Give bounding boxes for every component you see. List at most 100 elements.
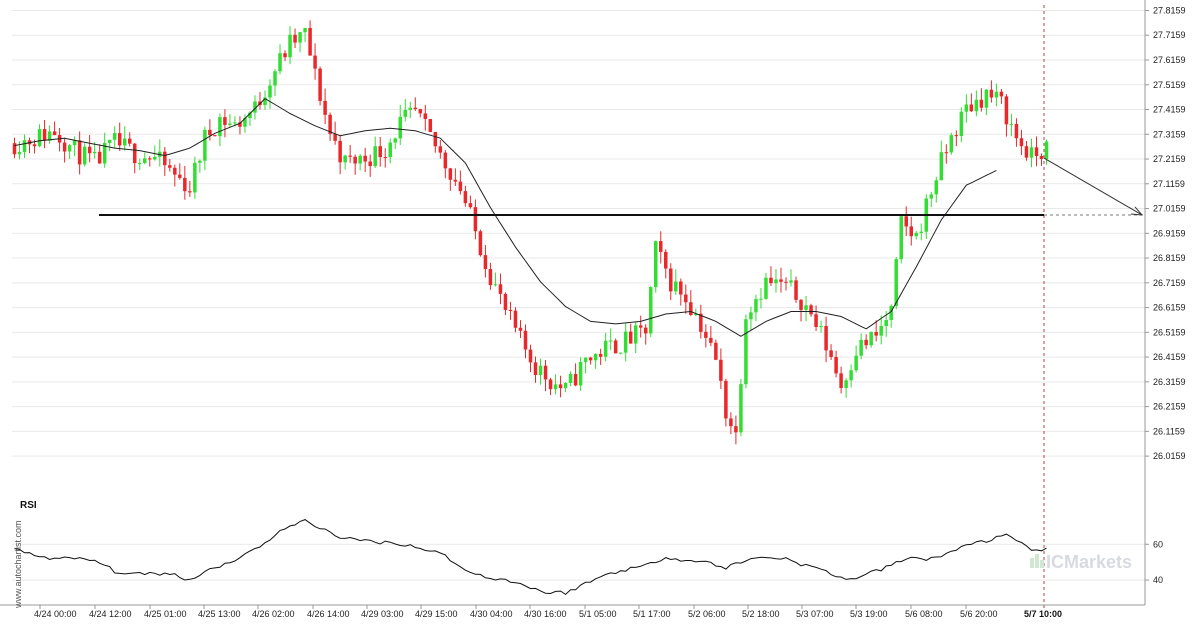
candle-down [834, 356, 838, 374]
time-tick-label: 4/26 02:00 [252, 609, 295, 619]
candle-up [623, 331, 628, 353]
candle-up [243, 118, 247, 127]
candle-down [77, 140, 82, 165]
candle-down [989, 89, 994, 98]
price-tick-label: 26.0159 [1153, 451, 1186, 461]
rsi-panel: RSI [14, 500, 1047, 596]
support-layer [99, 157, 1145, 216]
candle-down [794, 280, 798, 300]
current-time-label: 5/7 10:00 [1024, 609, 1062, 619]
price-tick-label: 26.4159 [1153, 352, 1186, 362]
candle-down [333, 133, 337, 141]
candle-down [438, 146, 443, 153]
candle-up [408, 107, 413, 110]
time-tick-label: 4/29 15:00 [415, 609, 458, 619]
candle-down [548, 379, 553, 390]
candle-up [398, 116, 403, 139]
candle-down [613, 340, 618, 354]
candle-up [914, 232, 919, 237]
candle-up [819, 326, 823, 328]
candle-up [218, 117, 222, 137]
brand-mark-bar [1030, 558, 1034, 568]
candle-down [944, 152, 949, 154]
candle-up [288, 34, 292, 58]
candle-down [12, 143, 17, 155]
rsi-line [14, 519, 1047, 596]
candle-up [263, 97, 267, 105]
time-axis: 4/24 00:00 4/24 12:00 4/25 01:00 4/25 13:00… [0, 604, 1145, 619]
candle-down [643, 327, 648, 334]
time-tick-label: 5/6 20:00 [960, 609, 998, 619]
time-tick-label: 5/6 08:00 [905, 609, 943, 619]
candle-up [789, 280, 793, 283]
candle-down [628, 331, 633, 344]
candle-down [62, 142, 67, 152]
candle-down [954, 135, 959, 137]
candle-down [42, 129, 47, 141]
candle-down [363, 155, 367, 162]
candle-up [298, 32, 302, 43]
candle-up [899, 216, 903, 260]
candle-down [97, 151, 102, 164]
candle-up [303, 27, 307, 33]
candle-down [283, 53, 287, 58]
candle-down [533, 362, 538, 376]
candle-up [774, 279, 778, 284]
candle-down [518, 327, 523, 331]
candle-up [959, 111, 964, 137]
candle-down [448, 168, 453, 180]
price-tick-label: 27.2159 [1153, 154, 1186, 164]
candle-down [573, 374, 578, 386]
candle-up [493, 284, 498, 286]
candle-down [338, 140, 342, 163]
candle-down [1039, 156, 1044, 159]
brand-logo: ICMarkets [1046, 552, 1132, 572]
candle-down [799, 299, 803, 310]
price-tick-label: 26.2159 [1153, 402, 1186, 412]
candle-down [463, 191, 468, 204]
candle-up [373, 146, 377, 167]
candle-up [869, 331, 873, 346]
candle-down [684, 294, 688, 303]
candle-up [553, 384, 558, 390]
candle-down [523, 330, 528, 350]
price-tick-label: 27.5159 [1153, 80, 1186, 90]
candle-up [278, 53, 282, 72]
candle-up [694, 313, 698, 316]
candle-down [238, 122, 242, 127]
candle-up [739, 384, 743, 433]
candle-down [704, 331, 708, 338]
candle-up [67, 145, 72, 152]
candle-down [724, 380, 728, 419]
candle-up [153, 156, 157, 160]
candle-down [318, 68, 322, 101]
candle-down [468, 203, 473, 208]
candle-up [583, 357, 588, 362]
candle-down [909, 226, 913, 237]
candle-down [904, 216, 908, 227]
time-tick-label: 5/3 19:00 [850, 609, 888, 619]
price-tick-label: 26.6159 [1153, 303, 1186, 313]
candle-down [979, 99, 984, 108]
candle-up [984, 89, 989, 108]
forecast-arrow-line [1043, 157, 1143, 216]
candle-down [117, 133, 122, 146]
time-tick-label: 5/1 17:00 [633, 609, 671, 619]
candle-up [1044, 141, 1049, 159]
rsi-title: RSI [20, 500, 37, 511]
candle-down [829, 350, 833, 357]
candle-down [378, 146, 382, 158]
candle-up [854, 355, 858, 371]
candle-down [734, 426, 738, 433]
candle-down [32, 144, 37, 147]
candle-down [503, 293, 508, 310]
candle-up [137, 163, 142, 165]
candle-down [453, 179, 458, 182]
rsi-tick-label: 40 [1153, 575, 1163, 585]
candle-down [659, 241, 663, 252]
forecast-arrow-head [1130, 206, 1143, 216]
candle-down [543, 365, 548, 380]
candle-up [92, 151, 97, 154]
candle-down [183, 177, 187, 192]
candle-down [293, 34, 297, 43]
